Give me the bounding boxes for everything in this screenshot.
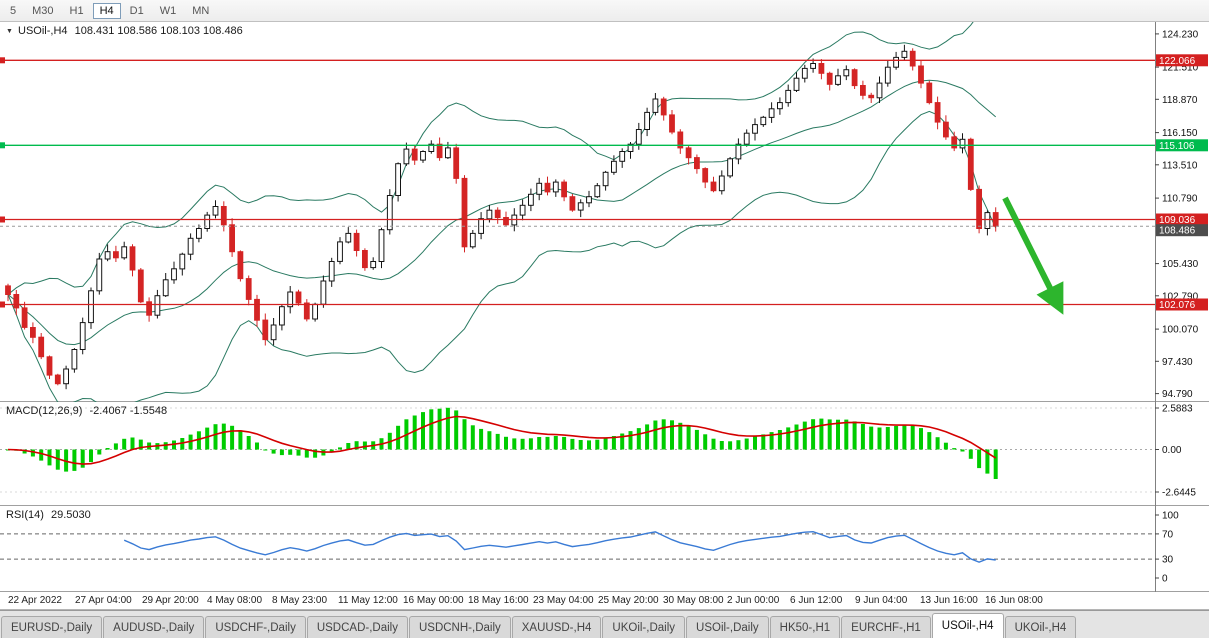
chart-title: ▼ USOil-,H4 108.431 108.586 108.103 108.…	[6, 25, 243, 37]
time-axis-label: 30 May 08:00	[663, 595, 724, 606]
svg-text:109.036: 109.036	[1159, 215, 1196, 226]
svg-text:118.870: 118.870	[1162, 95, 1198, 106]
time-axis-label: 11 May 12:00	[338, 595, 398, 606]
svg-text:113.510: 113.510	[1162, 160, 1198, 171]
svg-text:102.076: 102.076	[1159, 300, 1196, 311]
timeframe-w1[interactable]: W1	[153, 3, 184, 19]
rsi-panel: RSI(14) 29.5030 100 70 30 0	[0, 506, 1209, 592]
time-axis-label: 29 Apr 20:00	[142, 595, 199, 606]
timeframe-h4[interactable]: H4	[92, 2, 121, 19]
rsi-current-value: 29.5030	[50, 509, 91, 521]
time-axis-label: 8 May 23:00	[272, 595, 328, 606]
tab-ukoil-h4[interactable]: UKOil-,H4	[1004, 616, 1077, 638]
tab-usdcnh-daily[interactable]: USDCNH-,Daily	[408, 616, 511, 638]
svg-text:97.430: 97.430	[1162, 357, 1193, 368]
tab-usoil-h4[interactable]: USOil-,H4	[931, 613, 1004, 638]
price-chart-canvas[interactable]: 124.230 121.510 118.870 116.150 113.510 110.7…	[0, 22, 1209, 402]
rsi-label: RSI(14) 29.5030	[6, 509, 91, 521]
macd-current-values: -2.4067 -1.5548	[89, 405, 168, 417]
svg-text:0: 0	[1162, 574, 1168, 585]
time-axis-label: 13 Jun 16:00	[920, 595, 978, 606]
chart-tabs: EURUSD-,Daily AUDUSD-,Daily USDCHF-,Dail…	[0, 610, 1209, 638]
timeframe-mn[interactable]: MN	[185, 3, 216, 19]
tab-hk50-h1[interactable]: HK50-,H1	[769, 616, 841, 638]
svg-text:100: 100	[1162, 511, 1179, 522]
time-axis-label: 16 May 00:00	[403, 595, 464, 606]
svg-text:108.486: 108.486	[1159, 226, 1196, 237]
time-axis-label: 18 May 16:00	[468, 595, 529, 606]
svg-text:94.790: 94.790	[1162, 389, 1193, 400]
tab-usdcad-daily[interactable]: USDCAD-,Daily	[306, 616, 408, 638]
tab-usoil-daily[interactable]: USOil-,Daily	[686, 616, 769, 638]
time-axis-label: 25 May 20:00	[598, 595, 659, 606]
timeframe-m30[interactable]: M30	[25, 3, 60, 19]
svg-text:-2.6445: -2.6445	[1162, 488, 1196, 499]
time-axis-label: 27 Apr 04:00	[75, 595, 132, 606]
chart-symbol-label: USOil-,H4	[18, 25, 68, 37]
svg-text:124.230: 124.230	[1162, 29, 1199, 40]
time-axis-label: 4 May 08:00	[207, 595, 263, 606]
tab-xauusd-h4[interactable]: XAUUSD-,H4	[511, 616, 602, 638]
svg-text:116.150: 116.150	[1162, 128, 1198, 139]
rsi-canvas[interactable]: 100 70 30 0	[0, 506, 1209, 592]
svg-text:30: 30	[1162, 555, 1174, 566]
macd-canvas[interactable]: 2.5883 0.00 -2.6445	[0, 402, 1209, 506]
svg-text:0.00: 0.00	[1162, 445, 1182, 456]
chart-ohlc-values: 108.431 108.586 108.103 108.486	[74, 25, 243, 37]
tab-audusd-daily[interactable]: AUDUSD-,Daily	[103, 616, 205, 638]
tab-ukoil-daily[interactable]: UKOil-,Daily	[602, 616, 686, 638]
time-axis-label: 23 May 04:00	[533, 595, 594, 606]
svg-text:70: 70	[1162, 529, 1174, 540]
svg-text:115.106: 115.106	[1159, 141, 1195, 152]
svg-text:110.790: 110.790	[1162, 194, 1198, 205]
price-chart-panel: ▼ USOil-,H4 108.431 108.586 108.103 108.…	[0, 22, 1209, 402]
svg-text:121.510: 121.510	[1162, 63, 1199, 74]
macd-label: MACD(12,26,9) -2.4067 -1.5548	[6, 405, 167, 417]
svg-text:102.790: 102.790	[1162, 291, 1199, 302]
timeframe-d1[interactable]: D1	[123, 3, 151, 19]
macd-panel: MACD(12,26,9) -2.4067 -1.5548 2.5883 0.00…	[0, 402, 1209, 506]
svg-text:100.070: 100.070	[1162, 325, 1199, 336]
time-axis-label: 6 Jun 12:00	[790, 595, 843, 606]
time-axis-label: 2 Jun 00:00	[727, 595, 780, 606]
timeframe-5[interactable]: 5	[3, 3, 23, 19]
timeframe-toolbar: 5 M30 H1 H4 D1 W1 MN	[0, 0, 1209, 22]
tab-usdchf-daily[interactable]: USDCHF-,Daily	[205, 616, 306, 638]
rsi-indicator-name: RSI(14)	[6, 509, 44, 521]
svg-text:122.066: 122.066	[1159, 56, 1196, 67]
timeframe-h1[interactable]: H1	[63, 3, 91, 19]
time-axis-label: 22 Apr 2022	[8, 595, 62, 606]
dropdown-triangle-icon[interactable]: ▼	[6, 28, 13, 35]
tab-eurchf-h1[interactable]: EURCHF-,H1	[841, 616, 931, 638]
time-axis-label: 9 Jun 04:00	[855, 595, 908, 606]
tab-eurusd-daily[interactable]: EURUSD-,Daily	[1, 616, 103, 638]
time-axis: 22 Apr 2022 27 Apr 04:00 29 Apr 20:00 4 May…	[0, 592, 1209, 610]
svg-text:105.430: 105.430	[1162, 259, 1199, 270]
macd-indicator-name: MACD(12,26,9)	[6, 405, 83, 417]
svg-text:2.5883: 2.5883	[1162, 404, 1193, 415]
time-axis-label: 16 Jun 08:00	[985, 595, 1043, 606]
